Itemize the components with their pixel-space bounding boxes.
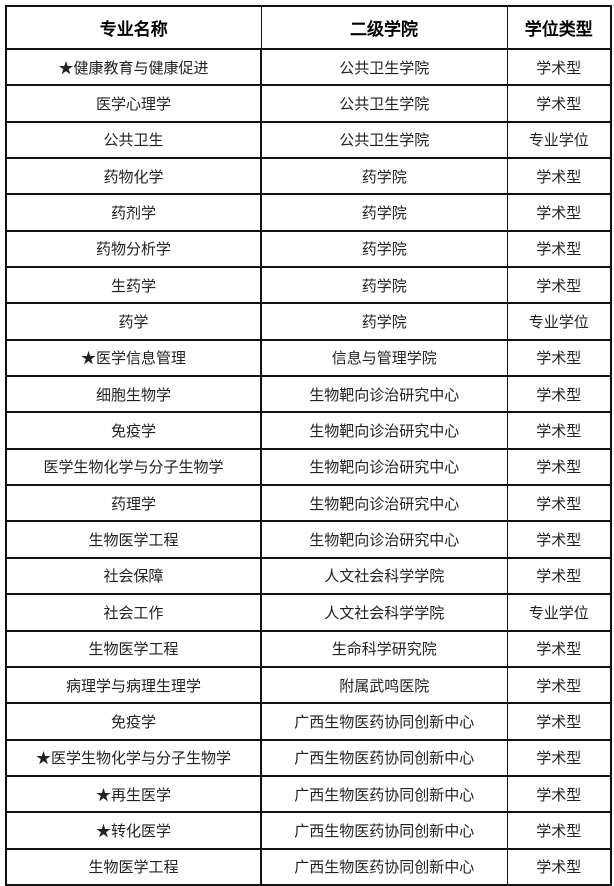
cell-college: 公共卫生学院	[260, 121, 508, 159]
table-row: 生物医学工程 广西生物医药协同创新中心 学术型	[5, 848, 612, 886]
table-row: 药学 药学院 专业学位	[5, 302, 612, 341]
table-row: ★健康教育与健康促进 公共卫生学院 学术型	[5, 48, 612, 86]
cell-major: 药物化学	[5, 157, 262, 195]
cell-degree-type: 学术型	[506, 520, 612, 559]
cell-college: 信息与管理学院	[260, 339, 508, 377]
majors-table: 专业名称 二级学院 学位类型 ★健康教育与健康促进 公共卫生学院 学术型 医学心理学公…	[5, 5, 612, 886]
cell-degree-type: 学术型	[506, 375, 612, 413]
cell-college: 生物靶向诊治研究中心	[260, 448, 508, 486]
table-row: 药物化学 药学院 学术型	[5, 157, 612, 195]
cell-college: 广西生物医药协同创新中心	[260, 702, 508, 741]
cell-degree-type: 学术型	[506, 48, 612, 86]
cell-college: 广西生物医药协同创新中心	[260, 848, 508, 886]
cell-college: 人文社会科学学院	[260, 593, 508, 632]
table-header-row: 专业名称 二级学院 学位类型	[5, 5, 612, 50]
cell-college: 生命科学研究院	[260, 629, 508, 668]
table-row: 生物医学工程 生物靶向诊治研究中心 学术型	[5, 520, 612, 559]
cell-college: 药学院	[260, 230, 508, 268]
table-row: 社会保障 人文社会科学学院 学术型	[5, 557, 612, 595]
cell-degree-type: 学术型	[506, 484, 612, 522]
cell-college: 药学院	[260, 266, 508, 304]
cell-major: 免疫学	[5, 702, 262, 741]
table-row: 生物医学工程 生命科学研究院 学术型	[5, 629, 612, 668]
table-row: 公共卫生 公共卫生学院 专业学位	[5, 121, 612, 159]
cell-college: 生物靶向诊治研究中心	[260, 520, 508, 559]
cell-major: 生物医学工程	[5, 520, 262, 559]
table-row: 社会工作 人文社会科学学院 专业学位	[5, 593, 612, 632]
cell-major: ★转化医学	[5, 811, 262, 850]
cell-college: 药学院	[260, 302, 508, 341]
table-row: ★医学信息管理 信息与管理学院 学术型	[5, 339, 612, 377]
table-row: ★转化医学 广西生物医药协同创新中心 学术型	[5, 811, 612, 850]
cell-college: 药学院	[260, 157, 508, 195]
cell-college: 生物靶向诊治研究中心	[260, 375, 508, 413]
cell-major: ★再生医学	[5, 775, 262, 813]
table-row: 细胞生物学 生物靶向诊治研究中心 学术型	[5, 375, 612, 413]
cell-major: 细胞生物学	[5, 375, 262, 413]
cell-major: 生物医学工程	[5, 629, 262, 668]
cell-major: 药物分析学	[5, 230, 262, 268]
cell-degree-type: 学术型	[506, 557, 612, 595]
table-row: 药剂学 药学院 学术型	[5, 193, 612, 232]
cell-degree-type: 专业学位	[506, 593, 612, 632]
table-row: 生药学 药学院 学术型	[5, 266, 612, 304]
cell-degree-type: 学术型	[506, 157, 612, 195]
cell-college: 广西生物医药协同创新中心	[260, 739, 508, 777]
table-row: 医学生物化学与分子生物学 生物靶向诊治研究中心 学术型	[5, 448, 612, 486]
table-row: 药物分析学 药学院 学术型	[5, 230, 612, 268]
cell-degree-type: 学术型	[506, 230, 612, 268]
cell-college: 公共卫生学院	[260, 84, 508, 123]
cell-degree-type: 学术型	[506, 339, 612, 377]
cell-degree-type: 学术型	[506, 629, 612, 668]
cell-major: ★健康教育与健康促进	[5, 48, 262, 86]
header-degree-type: 学位类型	[506, 5, 612, 50]
table-row: ★再生医学 广西生物医药协同创新中心 学术型	[5, 775, 612, 813]
cell-degree-type: 学术型	[506, 666, 612, 704]
cell-degree-type: 专业学位	[506, 121, 612, 159]
cell-major: 公共卫生	[5, 121, 262, 159]
cell-major: 医学心理学	[5, 84, 262, 123]
table-row: 免疫学 生物靶向诊治研究中心 学术型	[5, 411, 612, 450]
cell-major: 社会保障	[5, 557, 262, 595]
cell-degree-type: 专业学位	[506, 302, 612, 341]
cell-degree-type: 学术型	[506, 266, 612, 304]
cell-college: 生物靶向诊治研究中心	[260, 484, 508, 522]
cell-college: 生物靶向诊治研究中心	[260, 411, 508, 450]
cell-degree-type: 学术型	[506, 739, 612, 777]
table-row: 药理学 生物靶向诊治研究中心 学术型	[5, 484, 612, 522]
cell-college: 广西生物医药协同创新中心	[260, 775, 508, 813]
cell-degree-type: 学术型	[506, 193, 612, 232]
cell-major: 药剂学	[5, 193, 262, 232]
table-row: ★医学生物化学与分子生物学 广西生物医药协同创新中心 学术型	[5, 739, 612, 777]
cell-major: 医学生物化学与分子生物学	[5, 448, 262, 486]
cell-degree-type: 学术型	[506, 448, 612, 486]
cell-college: 广西生物医药协同创新中心	[260, 811, 508, 850]
table-row: 病理学与病理生理学 附属武鸣医院 学术型	[5, 666, 612, 704]
cell-college: 药学院	[260, 193, 508, 232]
cell-major: 生药学	[5, 266, 262, 304]
cell-major: 病理学与病理生理学	[5, 666, 262, 704]
cell-major: 免疫学	[5, 411, 262, 450]
header-college: 二级学院	[260, 5, 508, 50]
table-row: 免疫学 广西生物医药协同创新中心 学术型	[5, 702, 612, 741]
cell-degree-type: 学术型	[506, 411, 612, 450]
cell-degree-type: 学术型	[506, 848, 612, 886]
cell-degree-type: 学术型	[506, 775, 612, 813]
cell-degree-type: 学术型	[506, 811, 612, 850]
cell-college: 人文社会科学学院	[260, 557, 508, 595]
table-row: 医学心理学 公共卫生学院 学术型	[5, 84, 612, 123]
cell-college: 附属武鸣医院	[260, 666, 508, 704]
cell-major: ★医学生物化学与分子生物学	[5, 739, 262, 777]
cell-degree-type: 学术型	[506, 702, 612, 741]
cell-major: 生物医学工程	[5, 848, 262, 886]
cell-major: ★医学信息管理	[5, 339, 262, 377]
header-major: 专业名称	[5, 5, 262, 50]
cell-major: 药学	[5, 302, 262, 341]
cell-major: 药理学	[5, 484, 262, 522]
cell-college: 公共卫生学院	[260, 48, 508, 86]
cell-major: 社会工作	[5, 593, 262, 632]
cell-degree-type: 学术型	[506, 84, 612, 123]
